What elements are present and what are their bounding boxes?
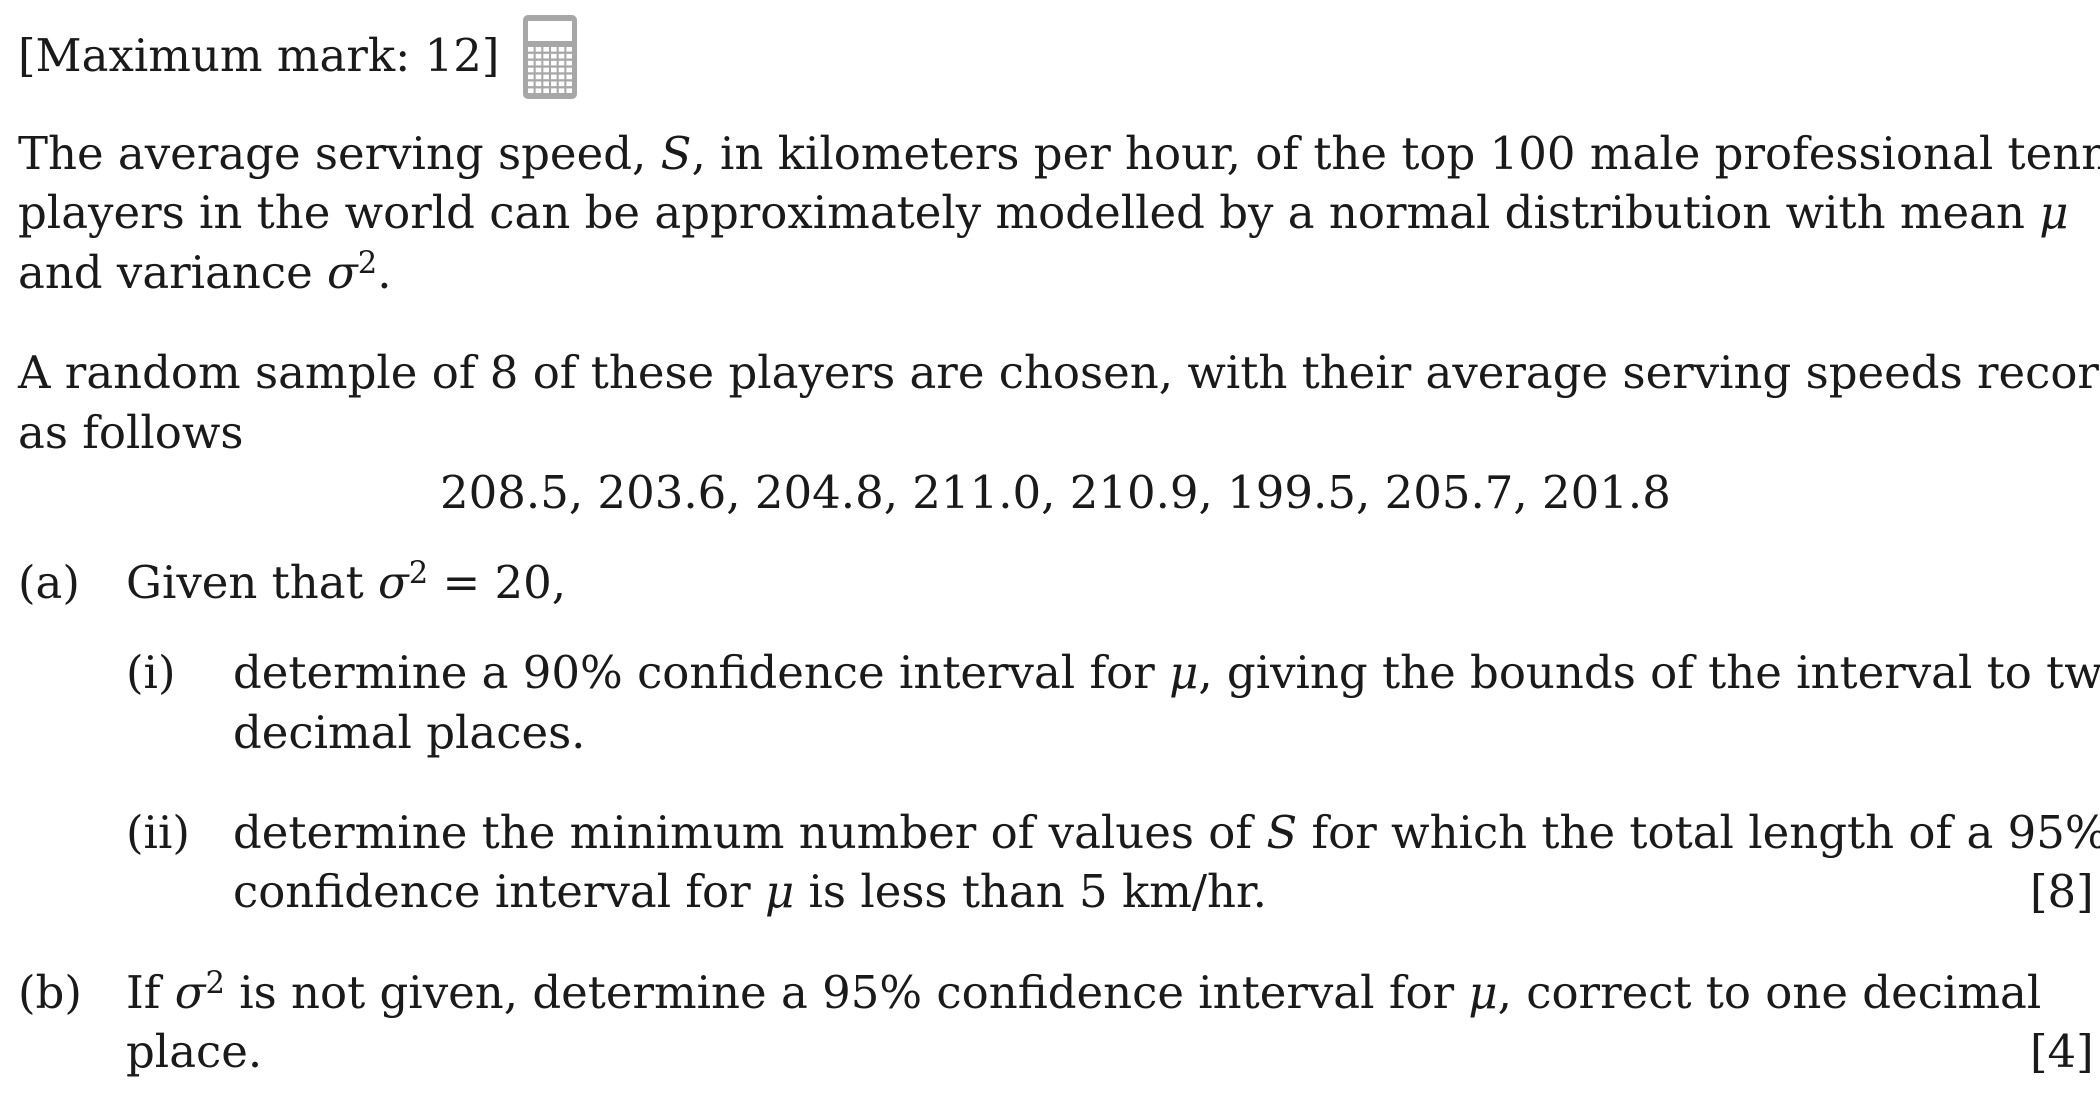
calculator-key <box>528 67 534 73</box>
calculator-key <box>558 74 565 80</box>
calculator-key <box>535 53 542 59</box>
calculator-key <box>535 88 542 93</box>
part-a-label: (a) <box>18 556 80 609</box>
calculator-key <box>535 81 542 87</box>
calculator-key <box>558 60 565 66</box>
calculator-key <box>535 67 542 73</box>
part-a-ii-label: (ii) <box>126 806 190 859</box>
part-a-ii-line-2: confidence interval for μ is less than 5… <box>233 865 1267 918</box>
part-a-i-line-1: determine a 90% confidence interval for … <box>233 646 2100 699</box>
calculator-key <box>543 53 549 59</box>
calculator-key <box>528 81 534 87</box>
intro-line-2: players in the world can be approximatel… <box>18 186 2069 239</box>
calculator-key <box>551 60 557 66</box>
calculator-key <box>535 74 542 80</box>
calculator-key <box>558 88 565 93</box>
part-a-ii-line-1: determine the minimum number of values o… <box>233 806 2100 859</box>
calculator-key <box>551 53 557 59</box>
calculator-key <box>543 60 549 66</box>
calculator-key <box>535 60 542 66</box>
calculator-key <box>566 47 572 52</box>
calculator-key <box>528 53 534 59</box>
calculator-key <box>543 74 549 80</box>
part-a-i-label: (i) <box>126 646 176 699</box>
calculator-key <box>566 53 572 59</box>
part-a-marks: [8] <box>2030 865 2094 918</box>
calculator-key <box>543 81 549 87</box>
calculator-key <box>528 47 534 52</box>
part-b-label: (b) <box>18 966 82 1019</box>
calculator-key <box>566 67 572 73</box>
calculator-key <box>551 74 557 80</box>
calculator-key <box>528 60 534 66</box>
calculator-key <box>558 47 565 52</box>
calculator-key <box>558 81 565 87</box>
calculator-key <box>566 81 572 87</box>
maximum-mark: [Maximum mark: 12] <box>18 29 500 82</box>
part-b-line-1: If σ2 is not given, determine a 95% conf… <box>126 965 2042 1019</box>
part-a-text: Given that σ2 = 20, <box>126 555 567 609</box>
calculator-icon <box>522 14 578 100</box>
part-a-i-line-2: decimal places. <box>233 706 586 759</box>
calculator-key <box>551 81 557 87</box>
sample-values: 208.5, 203.6, 204.8, 211.0, 210.9, 199.5… <box>440 466 1671 519</box>
calculator-key <box>566 60 572 66</box>
calculator-key <box>558 53 565 59</box>
calculator-key <box>528 74 534 80</box>
sample-line-2: as follows <box>18 406 244 459</box>
intro-line-1: The average serving speed, S, in kilomet… <box>18 127 2100 180</box>
calculator-key <box>551 88 557 93</box>
calculator-key <box>543 47 549 52</box>
intro-line-3: and variance σ2. <box>18 245 392 299</box>
calculator-key <box>566 88 572 93</box>
calculator-key <box>551 67 557 73</box>
calculator-key <box>543 88 549 93</box>
calculator-key <box>558 67 565 73</box>
calculator-key <box>551 47 557 52</box>
part-b-line-2: place. <box>126 1025 263 1078</box>
part-b-marks: [4] <box>2030 1025 2094 1078</box>
calculator-key <box>543 67 549 73</box>
calculator-key <box>535 47 542 52</box>
calculator-key <box>528 88 534 93</box>
calculator-key <box>566 74 572 80</box>
sample-line-1: A random sample of 8 of these players ar… <box>18 346 2100 399</box>
